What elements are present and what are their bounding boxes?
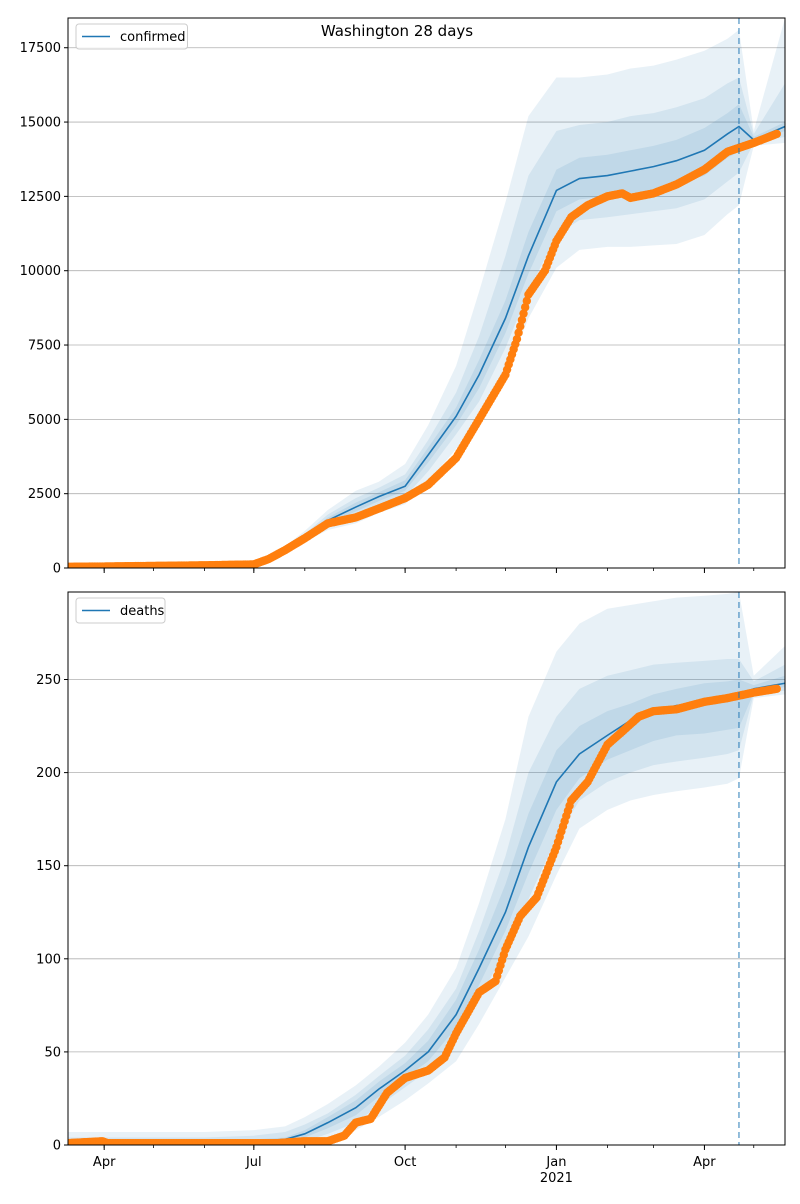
confirmed-panel: 0 2500 5000 7500 10000 12500 15000 17500 confirm… — [20, 17, 786, 577]
deaths-ytick-label: 200 — [36, 766, 61, 781]
deaths-ytick-label: 250 — [36, 673, 61, 688]
deaths-legend-label: deaths — [120, 604, 165, 619]
confirmed-ytick-label: 2500 — [28, 487, 61, 502]
confirmed-plot-area — [68, 18, 785, 568]
confirmed-observed-point — [520, 303, 530, 312]
deaths-observed-point — [772, 684, 781, 694]
confirmed-observed-point — [522, 296, 532, 306]
deaths-ytick-label: 50 — [44, 1045, 61, 1060]
deaths-ytick-label: 150 — [36, 859, 61, 874]
confirmed-legend-label: confirmed — [120, 30, 186, 45]
confirmed-ytick-label: 7500 — [28, 339, 61, 354]
deaths-xtick-label: Apr — [693, 1155, 716, 1170]
confirmed-legend: confirmed — [75, 23, 188, 50]
confirmed-ytick-label: 5000 — [28, 413, 61, 428]
deaths-xtick-label: Jul — [245, 1155, 262, 1170]
confirmed-ytick-label: 12500 — [20, 190, 61, 205]
deaths-ytick-label: 100 — [36, 952, 61, 967]
deaths-uncertainty-band-2 — [68, 675, 785, 1145]
deaths-ytick-label: 0 — [53, 1139, 61, 1154]
deaths-legend: deaths — [75, 597, 166, 624]
deaths-xtick-label: Jan — [545, 1155, 566, 1170]
deaths-uncertainty-band-1 — [68, 659, 785, 1145]
confirmed-uncertainty-band-0 — [68, 18, 785, 568]
confirmed-uncertainty-band-2 — [68, 104, 785, 568]
confirmed-ytick-label: 10000 — [20, 264, 61, 279]
deaths-xtick-label: Apr — [93, 1155, 116, 1170]
confirmed-observed-point — [514, 328, 523, 337]
deaths-xtick-label: Oct — [394, 1155, 416, 1170]
confirmed-legend-box — [75, 23, 188, 50]
confirmed-axes-frame — [67, 17, 786, 569]
confirmed-observed-point — [517, 315, 527, 325]
confirmed-observed-point — [512, 334, 522, 344]
confirmed-ytick-label: 0 — [53, 562, 61, 577]
confirmed-observed-point — [516, 322, 525, 331]
confirmed-ytick-label: 15000 — [20, 116, 61, 131]
deaths-xtick-sublabel: 2021 — [540, 1171, 573, 1186]
confirmed-observed-point — [772, 129, 781, 139]
deaths-axes-frame — [67, 591, 786, 1146]
confirmed-ytick-label: 17500 — [20, 41, 61, 56]
chart-suptitle: Washington 28 days — [321, 22, 473, 40]
deaths-uncertainty-band-0 — [68, 592, 785, 1145]
confirmed-observed-point — [519, 309, 528, 318]
deaths-plot-area — [68, 592, 785, 1145]
deaths-legend-box — [75, 597, 166, 624]
